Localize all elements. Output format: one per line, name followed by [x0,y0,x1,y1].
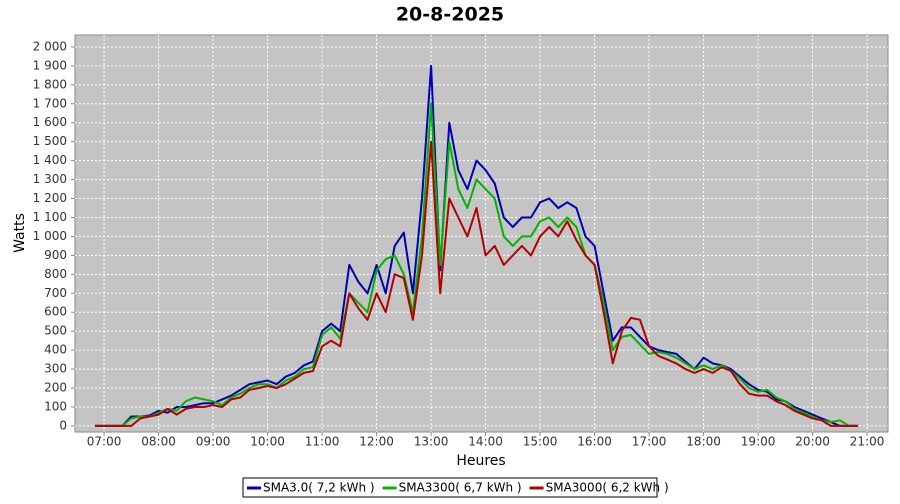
y-tick-label: 1 400 [33,153,67,167]
y-tick-label: 300 [44,362,67,376]
x-tick-label: 09:00 [196,435,231,449]
y-tick-label: 100 [44,399,67,413]
y-tick-label: 1 900 [33,58,67,72]
y-tick-label: 1 700 [33,96,67,110]
y-tick-label: 800 [44,267,67,281]
x-tick-label: 17:00 [632,435,667,449]
x-tick-label: 08:00 [141,435,176,449]
x-tick-label: 19:00 [741,435,776,449]
x-tick-label: 13:00 [414,435,449,449]
y-tick-label: 500 [44,324,67,338]
legend-label: SMA3300( 6,7 kWh ) [399,481,522,495]
legend-label: SMA3.0( 7,2 kWh ) [263,481,375,495]
x-tick-label: 07:00 [87,435,122,449]
y-tick-label: 0 [59,418,67,432]
y-axis-label: Watts [12,213,28,253]
x-tick-label: 18:00 [686,435,721,449]
legend [242,477,658,498]
y-tick-label: 700 [44,286,67,300]
grid [75,35,888,432]
lines [95,64,858,427]
x-axis-label: Heures [456,453,505,469]
series-line [95,140,858,427]
y-tick-label: 200 [44,381,67,395]
y-tick-label: 1 600 [33,115,67,129]
y-tick-label: 1 500 [33,134,67,148]
y-tick-label: 1 200 [33,191,67,205]
series-line [95,64,858,427]
y-tick-label: 600 [44,305,67,319]
legend-label: SMA3000( 6,2 kWh ) [546,481,669,495]
y-tick-label: 2 000 [33,39,67,53]
x-tick-label: 15:00 [523,435,558,449]
y-tick-label: 1 100 [33,210,67,224]
y-tick-label: 1 000 [33,229,67,243]
x-tick-label: 11:00 [305,435,340,449]
x-tick-label: 14:00 [468,435,503,449]
chart-title: 20-8-2025 [396,4,504,26]
y-tick-label: 400 [44,343,67,357]
y-tick-label: 1 800 [33,77,67,91]
y-tick-label: 1 300 [33,172,67,186]
x-tick-label: 10:00 [250,435,285,449]
y-tick-label: 900 [44,248,67,262]
x-tick-label: 12:00 [359,435,394,449]
x-tick-label: 16:00 [577,435,612,449]
x-tick-label: 20:00 [795,435,830,449]
x-tick-label: 21:00 [850,435,885,449]
